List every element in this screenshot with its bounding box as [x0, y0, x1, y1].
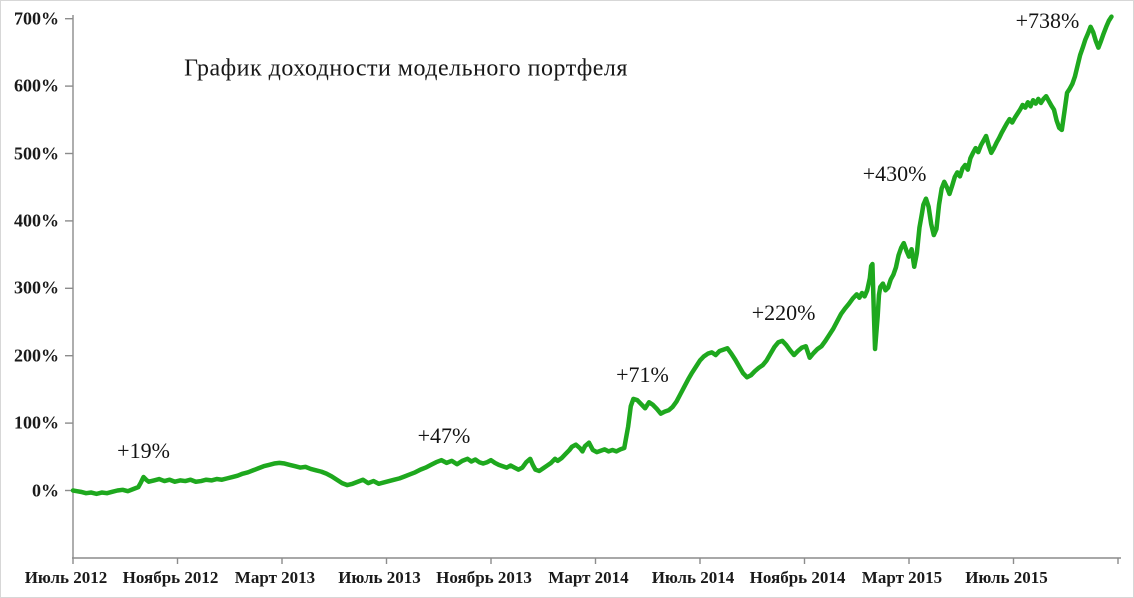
x-tick-label: Ноябрь 2012 [122, 568, 219, 587]
value-annotation: +220% [751, 300, 816, 326]
chart-title: График доходности модельного портфеля [184, 55, 628, 82]
x-tick-label: Июль 2015 [965, 568, 1048, 587]
x-tick-label: Март 2015 [861, 568, 943, 587]
x-tick-label: Март 2014 [548, 568, 629, 587]
y-tick-label: 0% [32, 480, 59, 500]
x-tick-label: Июль 2013 [338, 568, 421, 587]
value-annotation: +71% [616, 362, 669, 388]
value-annotation: +430% [862, 160, 927, 186]
x-tick-label: Июль 2014 [651, 568, 735, 587]
x-tick-label: Июль 2012 [24, 568, 108, 587]
y-tick-label: 500% [14, 143, 59, 163]
value-annotation: +738% [1015, 7, 1080, 33]
y-tick-label: 300% [14, 277, 59, 298]
return-series-line [70, 14, 1114, 497]
y-tick-label: 700% [14, 8, 59, 29]
y-tick-label: 400% [14, 210, 59, 231]
x-tick-label: Ноябрь 2014 [749, 568, 846, 587]
value-annotation: +19% [117, 438, 170, 464]
y-tick-label: 100% [14, 412, 59, 433]
value-annotation: +47% [417, 422, 471, 448]
y-tick-label: 200% [14, 345, 59, 366]
x-tick-label: Март 2013 [234, 568, 316, 587]
y-tick-label: 600% [14, 75, 59, 96]
x-tick-label: Ноябрь 2013 [436, 568, 532, 587]
